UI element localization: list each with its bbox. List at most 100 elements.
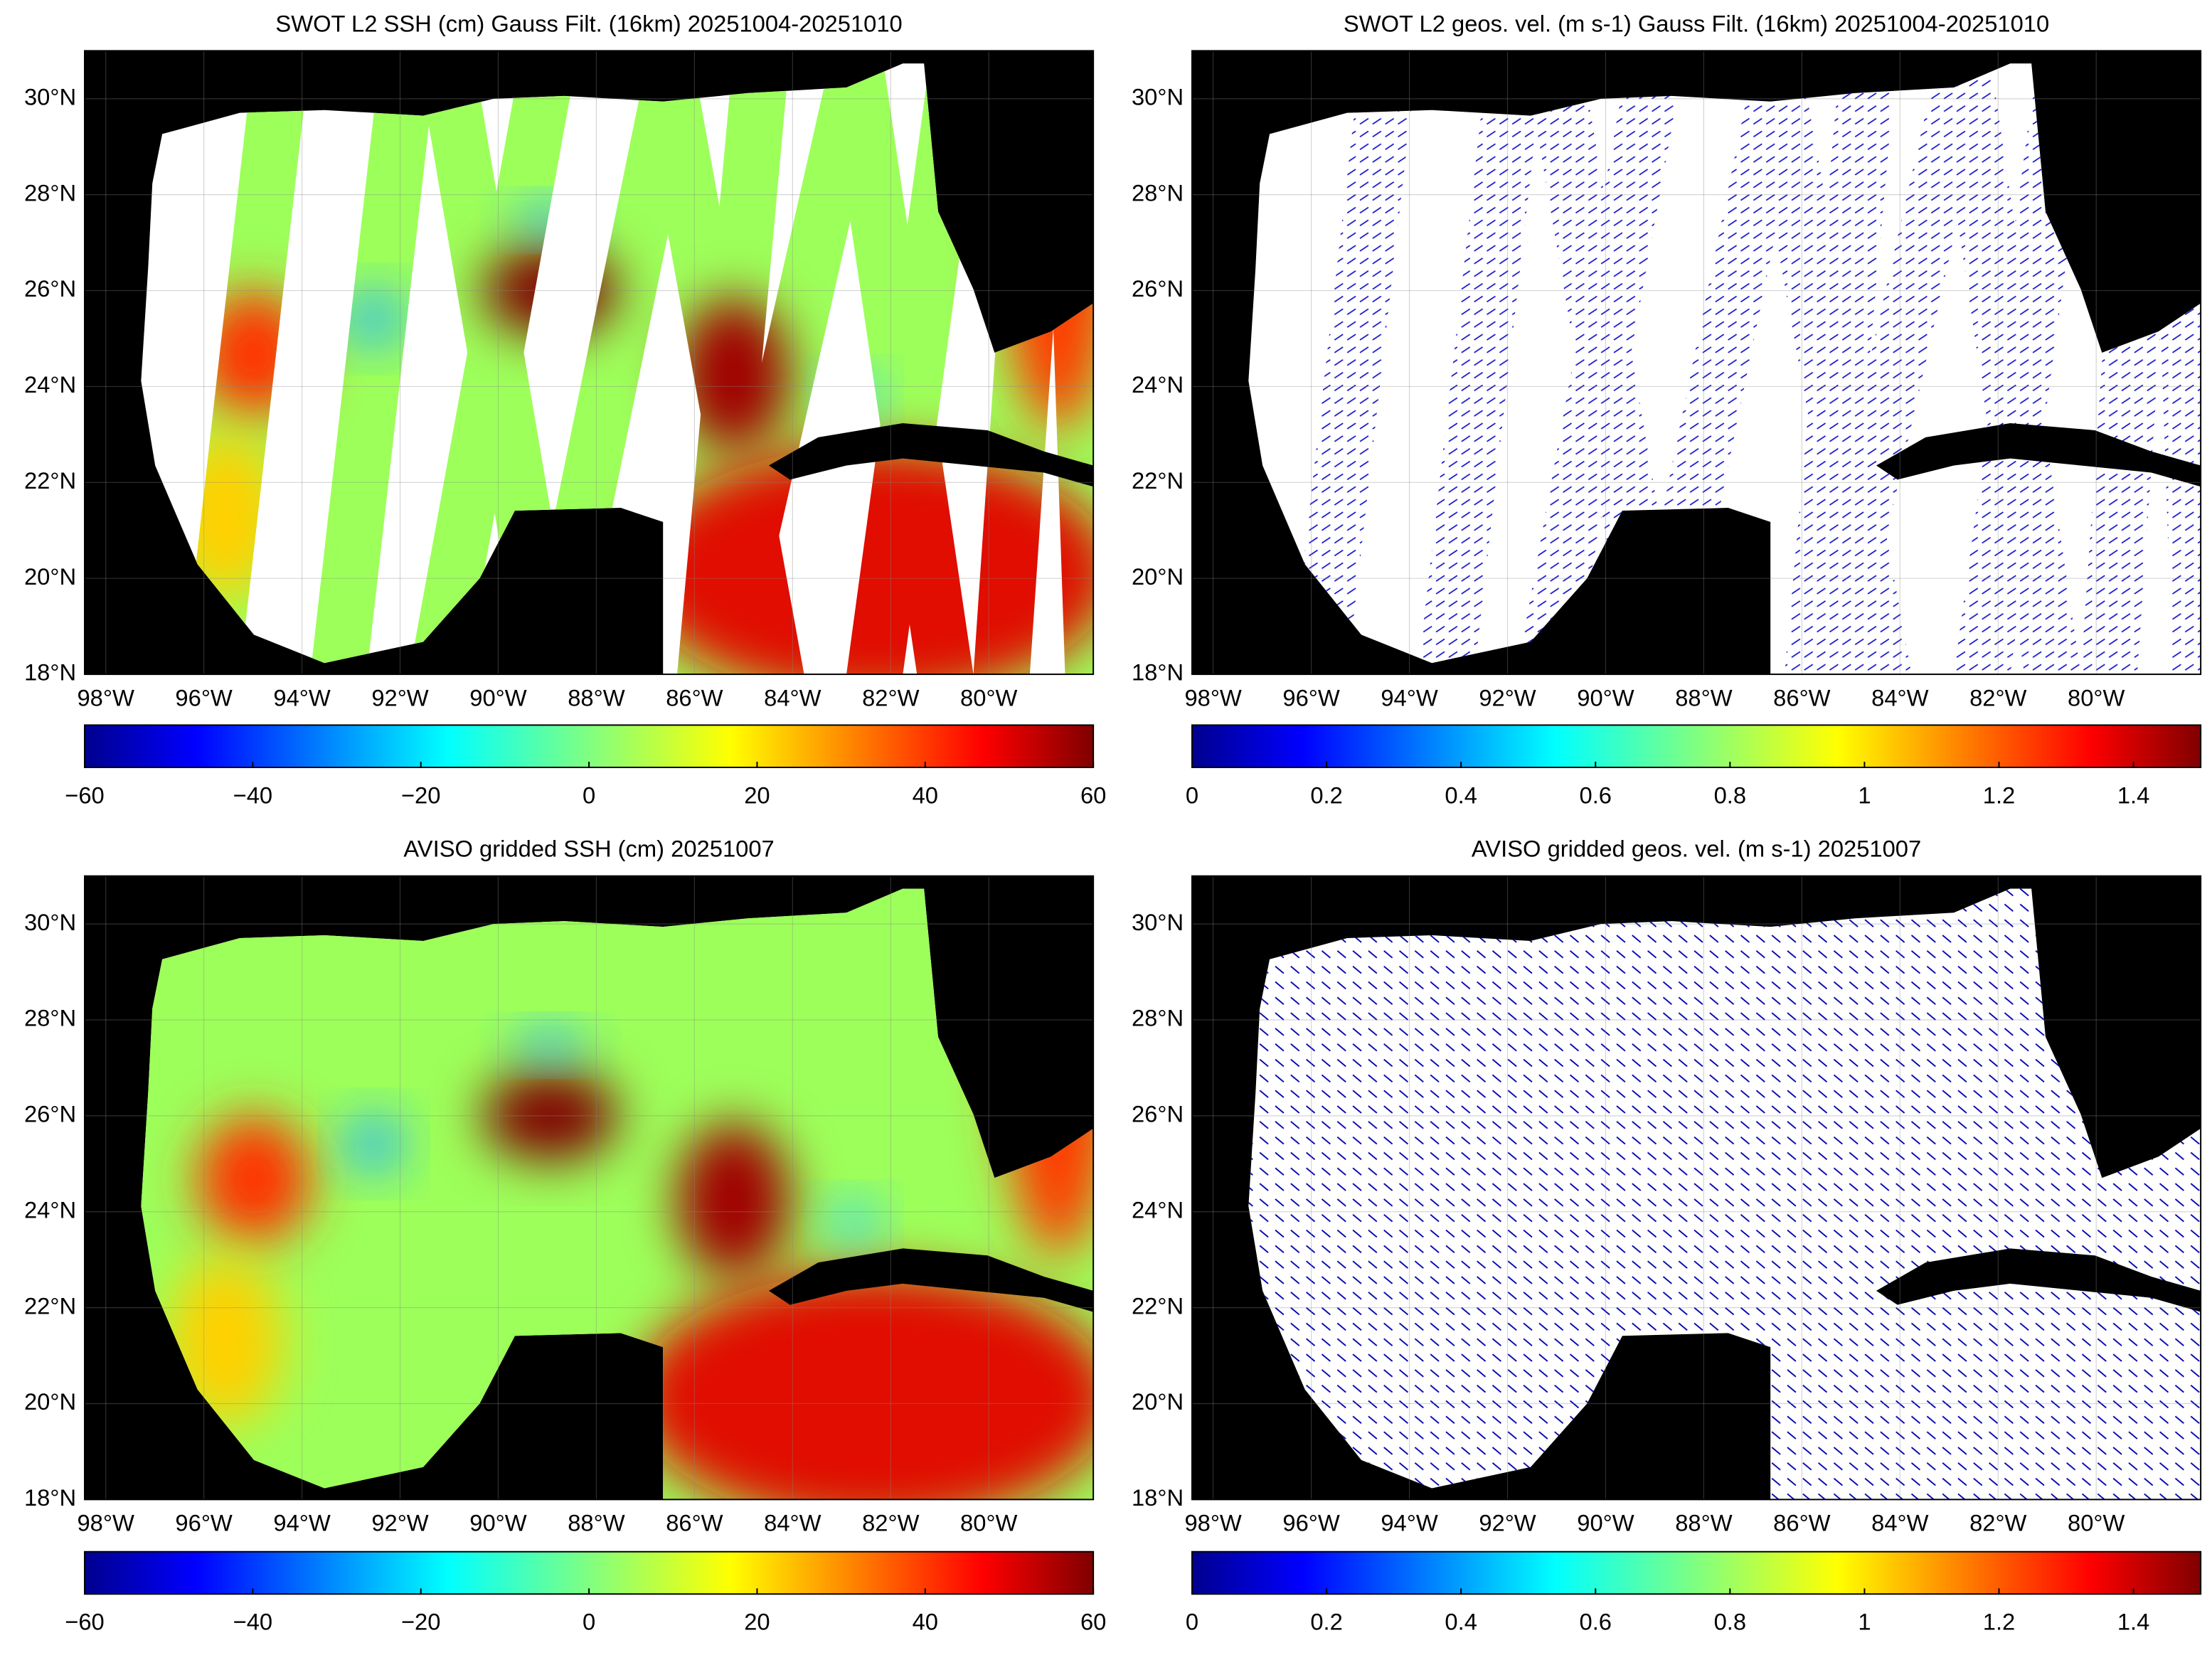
map-panel: 18°N 20°N 22°N 24°N 26°N 28°N 30°N 98°W 96°W 94°W… xyxy=(24,836,1106,1635)
colorbar-tick-label: 1.2 xyxy=(1983,1609,2015,1635)
lon-tick-label: 96°W xyxy=(175,1510,232,1536)
lat-tick-label: 18°N xyxy=(24,659,76,686)
lon-tick-label: 80°W xyxy=(2068,684,2125,711)
lat-tick-label: 20°N xyxy=(1132,563,1184,590)
ssh-anomaly xyxy=(677,297,790,453)
colorbar-tick-label: 60 xyxy=(1080,1609,1106,1635)
lon-tick-label: 84°W xyxy=(764,1510,821,1536)
colorbar-tick-label: −60 xyxy=(65,782,105,808)
panel-title: AVISO gridded geos. vel. (m s-1) 2025100… xyxy=(1472,836,1921,862)
lon-tick-label: 80°W xyxy=(2068,1510,2125,1536)
map-frame xyxy=(1191,875,2202,1501)
lon-tick-label: 98°W xyxy=(1184,1510,1241,1536)
panel-title: SWOT L2 geos. vel. (m s-1) Gauss Filt. (… xyxy=(1344,10,2049,36)
colorbar-tick-label: −20 xyxy=(401,782,441,808)
lat-tick-label: 20°N xyxy=(1132,1388,1184,1415)
lon-tick-label: 92°W xyxy=(371,1510,428,1536)
colorbar-tick-label: 0.2 xyxy=(1310,1609,1342,1635)
colorbar-tick-label: 1 xyxy=(1858,1609,1871,1635)
colorbar-tick-label: −20 xyxy=(401,1609,441,1635)
colorbar-tick-label: 0 xyxy=(583,782,595,808)
colorbar-tick-label: 1 xyxy=(1858,782,1871,808)
colorbar-tick-label: 1.4 xyxy=(2117,1609,2149,1635)
lon-tick-label: 82°W xyxy=(862,684,919,711)
colorbar-tick-label: −40 xyxy=(233,782,273,808)
ssh-anomaly xyxy=(828,1200,879,1243)
lat-tick-label: 30°N xyxy=(1132,83,1184,110)
lon-tick-label: 94°W xyxy=(273,1510,330,1536)
lat-tick-label: 30°N xyxy=(24,83,76,110)
lon-tick-label: 98°W xyxy=(77,684,134,711)
lon-tick-label: 88°W xyxy=(1675,1510,1732,1536)
cuba xyxy=(768,423,1094,487)
colorbar xyxy=(84,1550,1095,1595)
colorbar-tick-label: 0.8 xyxy=(1714,1609,1746,1635)
lon-tick-label: 84°W xyxy=(1871,684,1928,711)
lon-tick-label: 88°W xyxy=(1675,684,1732,711)
ssh-anomaly xyxy=(482,1070,618,1161)
lon-tick-label: 82°W xyxy=(1969,1510,2026,1536)
cuba xyxy=(768,1248,1094,1312)
map-frame xyxy=(84,50,1095,676)
lat-tick-label: 22°N xyxy=(24,1292,76,1319)
ssh-anomaly xyxy=(677,1122,790,1278)
ssh-anomaly xyxy=(514,203,586,238)
ssh-anomaly xyxy=(345,290,403,347)
lat-tick-label: 22°N xyxy=(1132,1292,1184,1319)
ssh-anomaly xyxy=(482,245,618,336)
lon-tick-label: 86°W xyxy=(1773,684,1830,711)
lon-tick-label: 80°W xyxy=(960,684,1017,711)
lat-tick-label: 18°N xyxy=(24,1484,76,1511)
ssh-anomaly xyxy=(197,290,311,418)
colorbar-tick-label: 40 xyxy=(913,782,938,808)
panel-title: SWOT L2 SSH (cm) Gauss Filt. (16km) 2025… xyxy=(275,10,902,36)
lon-tick-label: 90°W xyxy=(1577,684,1634,711)
lat-tick-label: 30°N xyxy=(24,909,76,935)
lat-tick-label: 24°N xyxy=(24,1196,76,1223)
colorbar-tick-label: 0.8 xyxy=(1714,782,1746,808)
lon-tick-label: 84°W xyxy=(1871,1510,1928,1536)
lon-tick-label: 96°W xyxy=(1282,684,1339,711)
colorbar xyxy=(1191,724,2202,768)
map-panel: 18°N 20°N 22°N 24°N 26°N 28°N 30°N 98°W 96°W 94°W… xyxy=(1132,10,2202,808)
colorbar-tick-label: 40 xyxy=(913,1609,938,1635)
colorbar-tick-label: 0.4 xyxy=(1445,1609,1477,1635)
cuba xyxy=(1876,423,2201,487)
map-frame xyxy=(1191,50,2202,676)
lon-tick-label: 80°W xyxy=(960,1510,1017,1536)
lon-tick-label: 94°W xyxy=(273,684,330,711)
map-panel: 18°N 20°N 22°N 24°N 26°N 28°N 30°N 98°W 96°W 94°W… xyxy=(1132,836,2202,1635)
lon-tick-label: 98°W xyxy=(77,1510,134,1536)
ssh-anomaly xyxy=(169,1257,282,1427)
lon-tick-label: 96°W xyxy=(1282,1510,1339,1536)
colorbar xyxy=(84,724,1095,768)
lon-tick-label: 86°W xyxy=(666,684,723,711)
lat-tick-label: 22°N xyxy=(24,467,76,494)
map-frame xyxy=(84,875,1095,1501)
ssh-anomaly xyxy=(514,1028,586,1063)
colorbar-tick-label: 1.2 xyxy=(1983,782,2015,808)
colorbar-tick-label: 0 xyxy=(1186,782,1198,808)
lon-tick-label: 94°W xyxy=(1381,1510,1437,1536)
lat-tick-label: 24°N xyxy=(24,371,76,398)
ssh-anomaly xyxy=(345,1115,403,1173)
lon-tick-label: 86°W xyxy=(666,1510,723,1536)
lat-tick-label: 24°N xyxy=(1132,371,1184,398)
lat-tick-label: 26°N xyxy=(24,275,76,302)
lon-tick-label: 96°W xyxy=(175,684,232,711)
lon-tick-label: 90°W xyxy=(1577,1510,1634,1536)
lon-tick-label: 90°W xyxy=(469,684,526,711)
lat-tick-label: 28°N xyxy=(24,1005,76,1031)
colorbar-tick-label: 0.2 xyxy=(1310,782,1342,808)
lat-tick-label: 28°N xyxy=(24,179,76,206)
colorbar-tick-label: 0.4 xyxy=(1445,782,1477,808)
colorbar-tick-label: 60 xyxy=(1080,782,1106,808)
ssh-anomaly xyxy=(634,445,1094,675)
lat-tick-label: 28°N xyxy=(1132,179,1184,206)
colorbar-tick-label: −60 xyxy=(65,1609,105,1635)
lon-tick-label: 92°W xyxy=(1479,684,1536,711)
lon-tick-label: 90°W xyxy=(469,1510,526,1536)
colorbar-tick-label: 20 xyxy=(744,782,770,808)
